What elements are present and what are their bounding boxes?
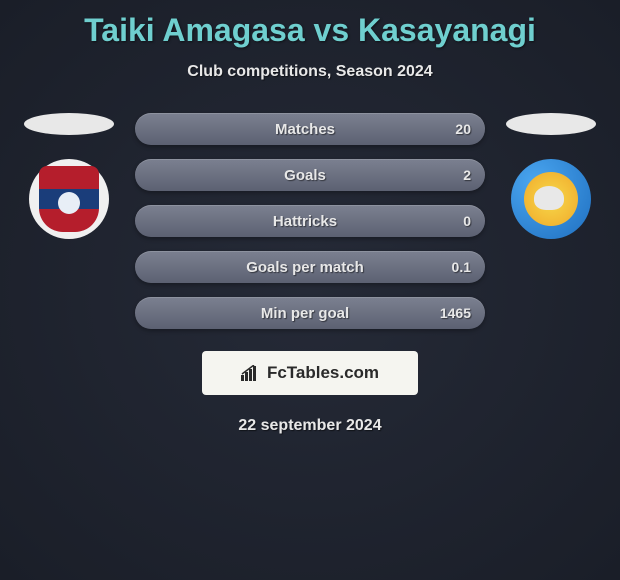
date-text: 22 september 2024 (0, 417, 620, 435)
crest-icon (39, 166, 99, 232)
left-side-column (19, 113, 119, 239)
stat-right-value: 0.1 (425, 259, 471, 275)
stat-label: Hattricks (185, 213, 425, 230)
bird-crest-icon (524, 172, 578, 226)
left-player-oval (24, 113, 114, 135)
stat-row-min-per-goal: Min per goal 1465 (135, 297, 485, 329)
stat-label: Matches (185, 121, 425, 138)
stats-column: Matches 20 Goals 2 Hattricks 0 Goals per… (135, 113, 485, 329)
stat-label: Goals (185, 167, 425, 184)
club-badge-left (29, 159, 109, 239)
stat-label: Min per goal (185, 305, 425, 322)
page-subtitle: Club competitions, Season 2024 (0, 63, 620, 81)
stat-label: Goals per match (185, 259, 425, 276)
club-badge-right (511, 159, 591, 239)
stat-row-hattricks: Hattricks 0 (135, 205, 485, 237)
stat-row-goals: Goals 2 (135, 159, 485, 191)
right-player-oval (506, 113, 596, 135)
brand-box[interactable]: FcTables.com (202, 351, 418, 395)
stat-row-matches: Matches 20 (135, 113, 485, 145)
stat-right-value: 0 (425, 213, 471, 229)
stat-row-goals-per-match: Goals per match 0.1 (135, 251, 485, 283)
stat-right-value: 1465 (425, 305, 471, 321)
brand-text: FcTables.com (267, 363, 379, 383)
stat-right-value: 2 (425, 167, 471, 183)
stat-right-value: 20 (425, 121, 471, 137)
page-title: Taiki Amagasa vs Kasayanagi (0, 0, 620, 49)
right-side-column (501, 113, 601, 239)
bar-chart-icon (241, 365, 261, 381)
comparison-row: Matches 20 Goals 2 Hattricks 0 Goals per… (0, 113, 620, 329)
